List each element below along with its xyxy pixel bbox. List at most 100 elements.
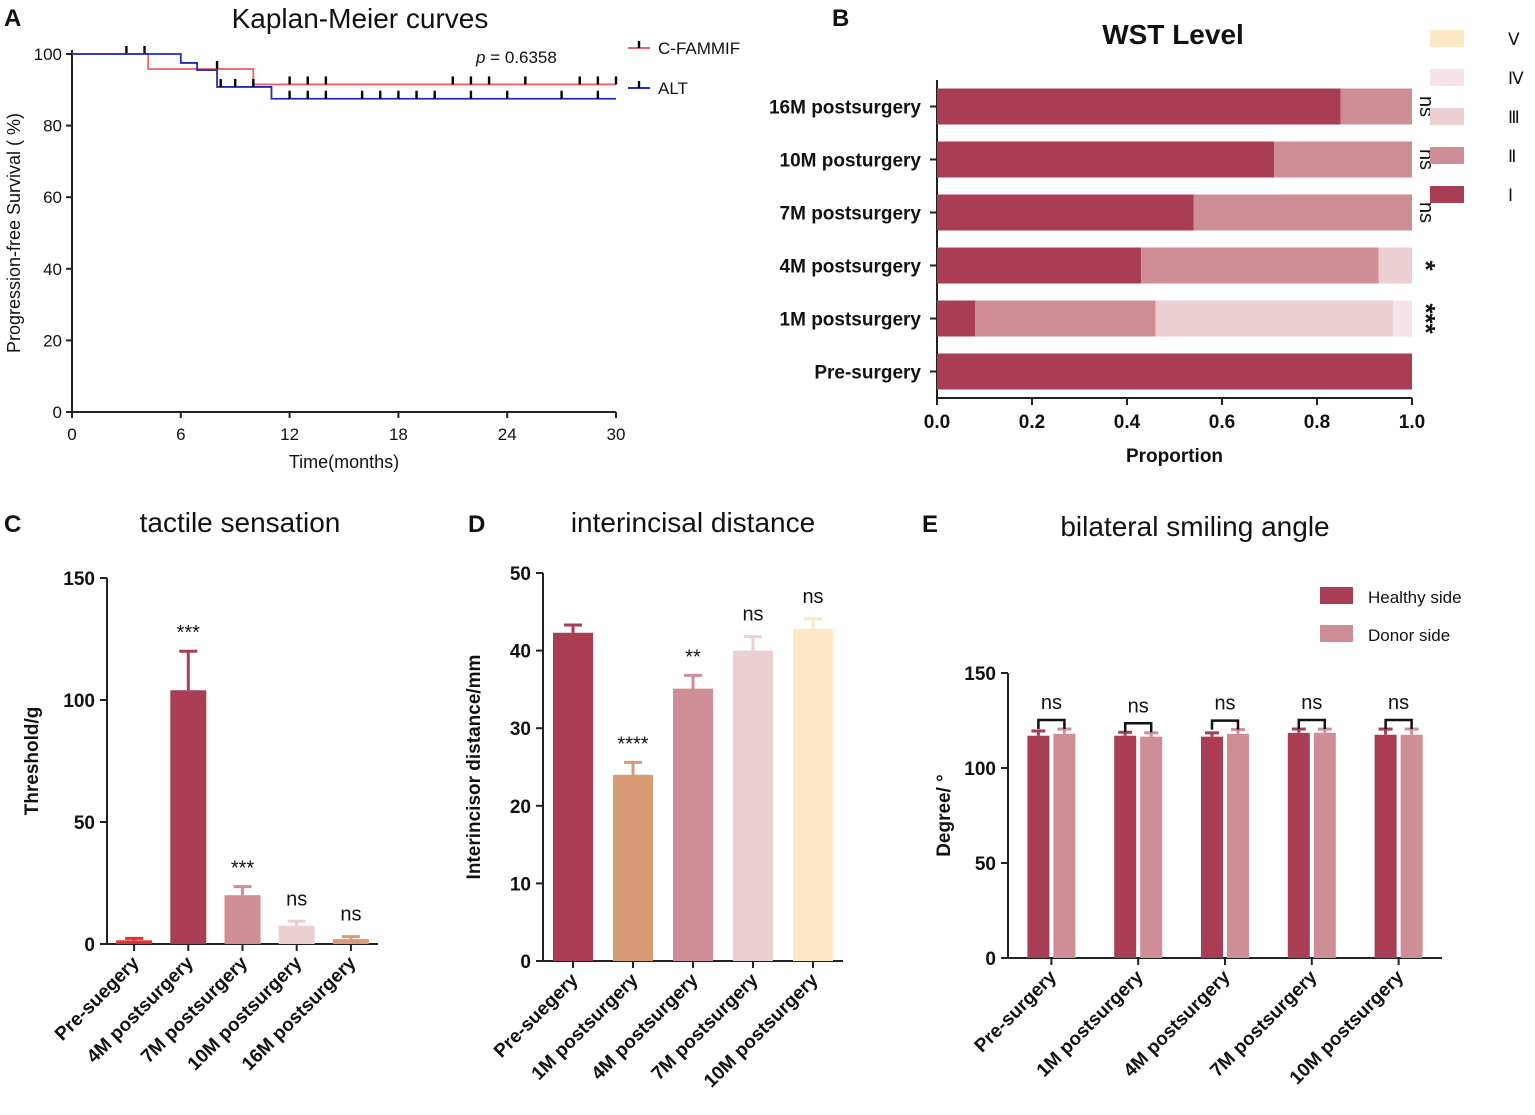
- significance-7m-postsurgery: ***: [231, 858, 255, 880]
- bar-segment-10m-posturgery-level-1: [937, 141, 1275, 178]
- y-tick-label: 80: [43, 117, 62, 136]
- bar-segment-1m-postsurgery-level-3: [1155, 300, 1393, 337]
- comparison-bracket-10m-postsurgery: [1384, 718, 1413, 730]
- legend-swatch-level-4: [1430, 69, 1464, 86]
- bar-segment-16m-postsurgery-level-1: [937, 88, 1341, 125]
- chart-title: tactile sensation: [140, 507, 341, 538]
- bar-segment-4m-postsurgery-level-1: [937, 247, 1142, 284]
- significance-1m-postsurgery: ***: [1411, 303, 1441, 334]
- significance-4m-postsurgery: ns: [1214, 693, 1235, 715]
- y-tick-label: 100: [34, 45, 62, 64]
- bar-1m-postsurgery: [613, 774, 653, 961]
- x-tick-label: 0.4: [1114, 412, 1141, 433]
- y-tick-label: 150: [964, 664, 996, 685]
- legend-label-level-4: Ⅳ: [1508, 69, 1524, 88]
- panel-b-wst-level: WST Level 0.0 0.2 0.4 0.6 0.8 1.0 Proportion 16M…: [769, 19, 1524, 467]
- bar-pre-surgery-healthy-side: [1027, 735, 1050, 958]
- category-label-1m-postsurgery: 1M postsurgery: [780, 310, 922, 331]
- bar-pre-surgery-donor-side: [1053, 733, 1076, 958]
- y-axis-label: Threshold/g: [22, 707, 43, 816]
- y-tick-label: 20: [510, 797, 531, 818]
- x-tick-label: 30: [607, 425, 626, 444]
- bar-segment-4m-postsurgery-level-3: [1378, 247, 1412, 284]
- chart-title: Kaplan-Meier curves: [232, 3, 489, 34]
- panel-label-b: B: [832, 5, 849, 32]
- bar-7m-postsurgery-donor-side: [1313, 732, 1336, 958]
- y-axis-label: Progression-free Survival ( %): [4, 113, 24, 353]
- legend-swatch-level-2: [1430, 147, 1464, 164]
- panel-label-e: E: [922, 511, 938, 538]
- legend-label-level-5: Ⅴ: [1508, 30, 1520, 49]
- y-tick-label: 100: [964, 759, 996, 780]
- x-tick-label: 0.6: [1209, 412, 1235, 433]
- legend-label-level-1: Ⅰ: [1508, 186, 1513, 205]
- significance-10m-postsurgery: ns: [802, 586, 823, 608]
- y-tick-label: 10: [510, 874, 531, 895]
- bar-4m-postsurgery-donor-side: [1227, 733, 1249, 958]
- category-label-10m-posturgery: 10M posturgery: [780, 151, 922, 172]
- bar-4m-postsurgery: [673, 688, 713, 961]
- y-tick-label: 20: [43, 331, 62, 350]
- y-tick-label: 30: [510, 719, 531, 740]
- x-tick-label: 1.0: [1399, 412, 1425, 433]
- panel-a-kaplan-meier: Kaplan-Meier curves 0 6 12 18 24 30 0 20 40 60 80 10…: [4, 3, 740, 472]
- panel-c-tactile-sensation: tactile sensation050100150Threshold/gPre…: [22, 507, 378, 1075]
- x-tick-label: 0: [67, 425, 76, 444]
- x-tick-label: 0.8: [1304, 412, 1330, 433]
- bar-10m-postsurgery: [278, 925, 315, 944]
- x-tick-label-4m-postsurgery: 4M postsurgery: [588, 969, 703, 1084]
- significance-1m-postsurgery: ns: [1128, 695, 1149, 717]
- p-value-annotation: p = 0.6358: [475, 48, 557, 67]
- y-tick-label: 0: [520, 952, 531, 973]
- bar-7m-postsurgery-healthy-side: [1287, 732, 1310, 958]
- legend-label-level-2: Ⅱ: [1508, 147, 1516, 166]
- panel-label-c: C: [4, 511, 21, 538]
- significance-7m-postsurgery: ns: [742, 604, 763, 626]
- significance-10m-postsurgery: ns: [1388, 692, 1409, 714]
- panel-d-interincisal-distance: interincisal distance 0 10 20 30 40 50 Interinc…: [464, 507, 843, 1092]
- bar-7m-postsurgery: [733, 650, 773, 961]
- y-axis-label: Interincisor distance/mm: [464, 655, 485, 880]
- panel-label-a: A: [4, 5, 21, 32]
- bar-1m-postsurgery-donor-side: [1140, 736, 1163, 958]
- y-tick-label: 50: [975, 854, 996, 875]
- y-tick-label: 100: [63, 691, 95, 712]
- bar-10m-postsurgery-donor-side: [1400, 734, 1423, 958]
- legend-swatch-level-5: [1430, 30, 1464, 47]
- chart-title: bilateral smiling angle: [1060, 511, 1329, 542]
- bar-segment-10m-posturgery-level-2: [1274, 141, 1412, 178]
- y-tick-label: 50: [74, 813, 95, 834]
- comparison-bracket-1m-postsurgery: [1123, 722, 1153, 733]
- bar-segment-1m-postsurgery-level-4: [1393, 300, 1412, 337]
- p-value: = 0.6358: [485, 48, 556, 67]
- category-label-4m-postsurgery: 4M postsurgery: [780, 257, 922, 278]
- bar-4m-postsurgery-healthy-side: [1201, 736, 1223, 958]
- comparison-bracket-pre-surgery: [1037, 718, 1066, 730]
- x-tick-label: 12: [280, 425, 299, 444]
- chart-title: interincisal distance: [571, 507, 815, 538]
- panel-e-smiling-angle: bilateral smiling angle 0 50 100 150 Degree/ …: [934, 511, 1462, 1089]
- x-tick-label: 0.2: [1019, 412, 1045, 433]
- y-tick-label: 0: [985, 949, 996, 970]
- bar-1m-postsurgery-healthy-side: [1114, 735, 1137, 958]
- significance-10m-postsurgery: ns: [286, 888, 307, 910]
- significance-4m-postsurgery: *: [1411, 260, 1441, 271]
- bar-10m-postsurgery: [793, 628, 833, 961]
- legend-label-alt: ALT: [658, 79, 688, 98]
- x-tick-label: 0.0: [924, 412, 950, 433]
- bar-segment-pre-surgery-level-1: [937, 353, 1412, 390]
- km-curve-alt: [72, 53, 616, 100]
- bar-segment-1m-postsurgery-level-1: [937, 300, 975, 337]
- y-tick-label: 0: [53, 403, 62, 422]
- x-tick-label-pre-surgery: Pre-surgery: [971, 966, 1062, 1057]
- p-symbol: p: [475, 48, 485, 67]
- y-tick-label: 50: [510, 564, 531, 585]
- x-tick-label-1m-postsurgery: 1M postsurgery: [528, 969, 643, 1084]
- x-tick-label-10m-postsurgery: 10M postsurgery: [700, 969, 823, 1092]
- x-axis-label: Time(months): [289, 452, 399, 472]
- significance-7m-postsurgery: ns: [1301, 692, 1322, 714]
- bar-4m-postsurgery: [170, 690, 207, 944]
- bar-segment-1m-postsurgery-level-2: [975, 300, 1156, 337]
- legend-label-donor-side: Donor side: [1368, 626, 1450, 645]
- bar-segment-4m-postsurgery-level-2: [1141, 247, 1379, 284]
